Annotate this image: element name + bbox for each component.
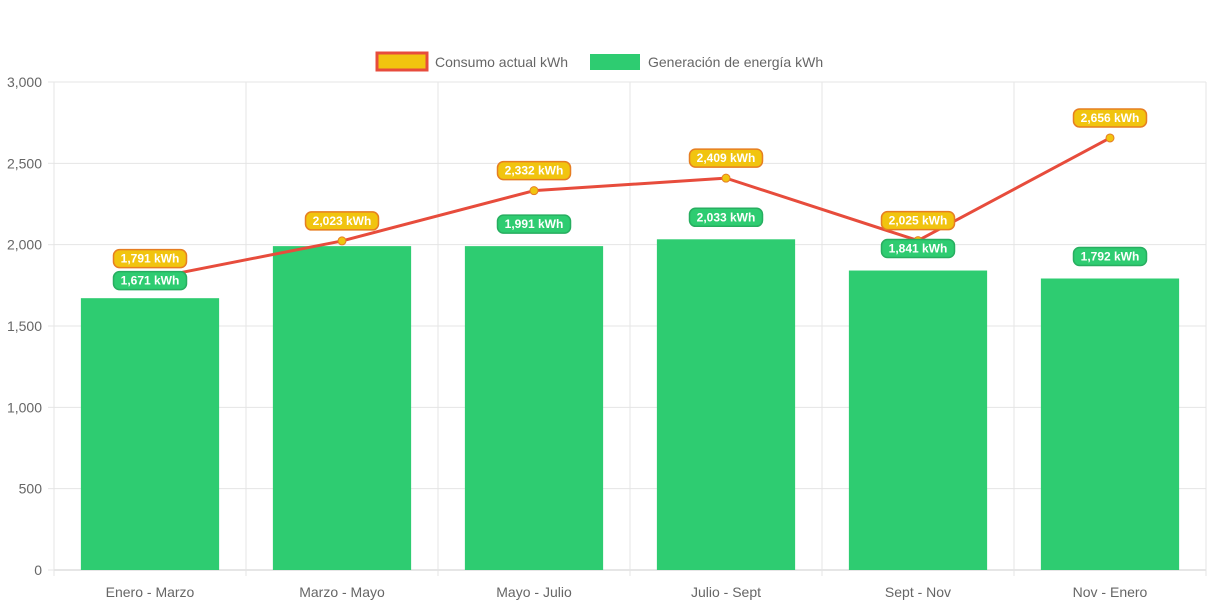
- line-data-label: 1,791 kWh: [112, 248, 188, 269]
- x-tick-label: Julio - Sept: [691, 584, 761, 600]
- line-data-label: 2,656 kWh: [1072, 108, 1148, 128]
- y-axis: 0 500 1,000 1,500 2,000 2,500 3,000: [7, 74, 42, 578]
- bar-data-label-text: 1,841 kWh: [889, 242, 948, 256]
- legend-swatch-consumo: [375, 51, 429, 72]
- bar-data-label-text: 1,991 kWh: [505, 217, 564, 231]
- bar[interactable]: [848, 270, 988, 570]
- x-tick-label: Marzo - Mayo: [299, 584, 385, 600]
- bar-data-label: 1,671 kWh: [112, 270, 188, 291]
- legend-swatch-generacion: [590, 54, 640, 70]
- line-data-label-bg: [304, 211, 380, 231]
- bar-data-label-text: 1,671 kWh: [121, 274, 180, 288]
- line-data-label-bg: [688, 148, 764, 168]
- line-data-label-bg: [112, 248, 188, 269]
- line-point[interactable]: [337, 236, 347, 246]
- line-data-label-text: 2,023 kWh: [313, 214, 372, 228]
- line-data-label: 2,025 kWh: [880, 210, 956, 231]
- line-data-label-text: 2,409 kWh: [697, 151, 756, 165]
- line-point[interactable]: [721, 173, 731, 183]
- line-data-label-text: 2,025 kWh: [889, 214, 948, 228]
- legend[interactable]: Consumo actual kWh Generación de energía…: [375, 51, 823, 72]
- legend-item-generacion[interactable]: Generación de energía kWh: [590, 54, 823, 70]
- bar-data-label-bg: [112, 270, 188, 291]
- x-tick-label: Sept - Nov: [885, 584, 951, 600]
- line-data-label: 2,332 kWh: [496, 160, 572, 181]
- line-data-label: 2,023 kWh: [304, 211, 380, 231]
- y-tick-label: 0: [34, 562, 42, 578]
- bar[interactable]: [272, 246, 412, 570]
- data-labels: 1,671 kWh 1,991 kWh 2,033 kWh 1,841 kWh 1,79…: [112, 108, 1148, 291]
- bar[interactable]: [656, 239, 796, 571]
- line-data-label-bg: [1072, 108, 1148, 128]
- line-data-label-bg: [496, 160, 572, 181]
- y-tick-label: 2,000: [7, 237, 42, 253]
- y-tick-label: 2,500: [7, 155, 42, 171]
- x-tick-label: Mayo - Julio: [496, 584, 572, 600]
- bar-data-label: 1,841 kWh: [880, 238, 956, 259]
- x-tick-label: Enero - Marzo: [106, 584, 195, 600]
- legend-item-consumo[interactable]: Consumo actual kWh: [375, 51, 568, 72]
- bar-data-label-bg: [880, 238, 956, 259]
- bar-data-label-bg: [496, 214, 572, 234]
- bar-data-label-text: 1,792 kWh: [1081, 250, 1140, 264]
- bar[interactable]: [80, 298, 220, 570]
- x-tick-label: Nov - Enero: [1073, 584, 1148, 600]
- bar-data-label: 1,991 kWh: [496, 214, 572, 234]
- line-data-label: 2,409 kWh: [688, 148, 764, 168]
- x-axis: Enero - Marzo Marzo - Mayo Mayo - Julio Jul…: [106, 584, 1148, 600]
- bar[interactable]: [1040, 278, 1180, 570]
- line-data-label-bg: [880, 210, 956, 231]
- line-point[interactable]: [1105, 133, 1115, 143]
- y-tick-label: 1,000: [7, 399, 42, 415]
- bar-data-label-bg: [1072, 246, 1148, 267]
- legend-label-consumo: Consumo actual kWh: [435, 54, 568, 70]
- y-tick-label: 500: [19, 481, 43, 497]
- bar-data-label: 2,033 kWh: [688, 207, 764, 228]
- line-data-label-text: 2,656 kWh: [1081, 111, 1140, 125]
- bar[interactable]: [464, 246, 604, 570]
- legend-label-generacion: Generación de energía kWh: [648, 54, 823, 70]
- line-data-label-text: 1,791 kWh: [121, 252, 180, 266]
- y-tick-label: 3,000: [7, 74, 42, 90]
- line-point[interactable]: [529, 186, 539, 196]
- bar-data-label: 1,792 kWh: [1072, 246, 1148, 267]
- grid: [48, 81, 1207, 576]
- bar-series: [80, 239, 1180, 571]
- bar-data-label-bg: [688, 207, 764, 228]
- bar-data-label-text: 2,033 kWh: [697, 210, 756, 224]
- y-tick-label: 1,500: [7, 318, 42, 334]
- line-data-label-text: 2,332 kWh: [505, 164, 564, 178]
